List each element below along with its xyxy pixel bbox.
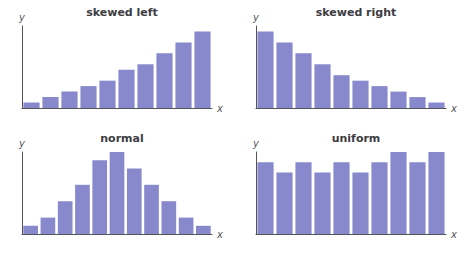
svg-text:x: x xyxy=(450,229,457,240)
svg-text:x: x xyxy=(450,103,457,114)
svg-text:y: y xyxy=(252,138,260,149)
svg-text:skewed right: skewed right xyxy=(316,6,397,19)
svg-text:normal: normal xyxy=(100,132,143,145)
svg-text:skewed left: skewed left xyxy=(86,6,158,19)
svg-text:uniform: uniform xyxy=(332,132,381,145)
svg-text:x: x xyxy=(216,229,223,240)
svg-text:x: x xyxy=(216,103,223,114)
svg-text:y: y xyxy=(18,138,26,149)
svg-text:y: y xyxy=(18,12,26,23)
svg-text:y: y xyxy=(252,12,260,23)
